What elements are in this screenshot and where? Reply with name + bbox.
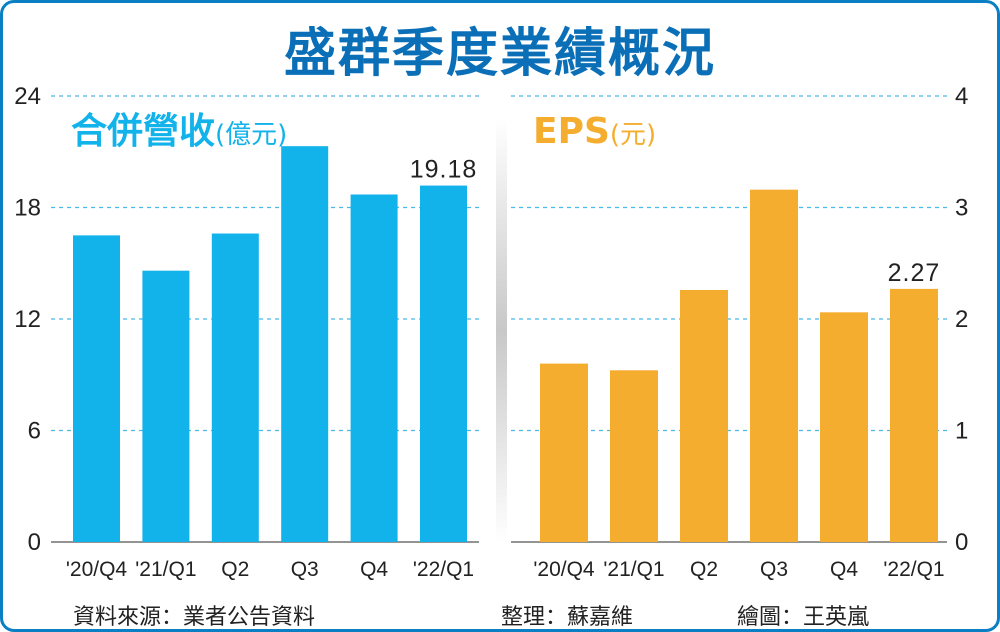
panel-divider (496, 118, 507, 543)
eps-bar (820, 312, 868, 542)
revenue-x-tick-label: Q4 (360, 558, 388, 581)
revenue-x-tick-label: Q2 (221, 558, 249, 581)
revenue-bar (350, 194, 398, 542)
eps-x-tick-label: Q3 (760, 558, 788, 581)
revenue-y-tick-label: 6 (28, 418, 41, 445)
revenue-y-tick-label: 0 (28, 529, 41, 556)
revenue-bar (211, 233, 259, 542)
eps-bar (610, 370, 658, 542)
revenue-bar (420, 185, 467, 543)
eps-series-title: EPS(元) (533, 111, 656, 152)
revenue-bar (281, 146, 329, 543)
eps-bar (890, 288, 938, 542)
page-title: 盛群季度業績概況 (283, 24, 716, 84)
revenue-x-tick-label: Q3 (291, 558, 319, 581)
eps-bar (750, 189, 798, 542)
revenue-x-tick-label: '21/Q1 (135, 558, 196, 581)
revenue-y-tick-label: 24 (14, 83, 41, 110)
revenue-y-tick-label: 18 (14, 195, 41, 222)
artist-credit: 繪圖：王英嵐 (737, 605, 870, 630)
eps-x-tick-label: '20/Q4 (533, 558, 595, 581)
eps-x-tick-label: Q4 (830, 558, 858, 581)
revenue-bar (73, 235, 120, 542)
revenue-data-label: 19.18 (410, 156, 478, 184)
eps-bar (680, 290, 728, 542)
revenue-x-tick-label: '20/Q4 (66, 558, 128, 581)
eps-x-tick-label: Q2 (690, 558, 718, 581)
eps-y-tick-label: 3 (955, 195, 968, 222)
eps-x-tick-label: '21/Q1 (603, 558, 664, 581)
eps-y-tick-label: 4 (955, 83, 968, 110)
eps-data-label: 2.27 (888, 259, 941, 287)
eps-y-tick-label: 1 (955, 418, 968, 445)
revenue-y-tick-label: 12 (14, 306, 41, 333)
eps-bar (540, 363, 588, 542)
revenue-bar (142, 270, 190, 542)
eps-y-tick-label: 0 (955, 529, 968, 556)
revenue-x-tick-label: '22/Q1 (413, 558, 474, 581)
eps-x-tick-label: '22/Q1 (883, 558, 944, 581)
editor-credit: 整理：蘇嘉維 (501, 605, 634, 630)
revenue-series-title: 合併營收(億元) (71, 111, 287, 152)
source-credit: 資料來源：業者公告資料 (73, 605, 316, 630)
eps-y-tick-label: 2 (955, 306, 968, 333)
